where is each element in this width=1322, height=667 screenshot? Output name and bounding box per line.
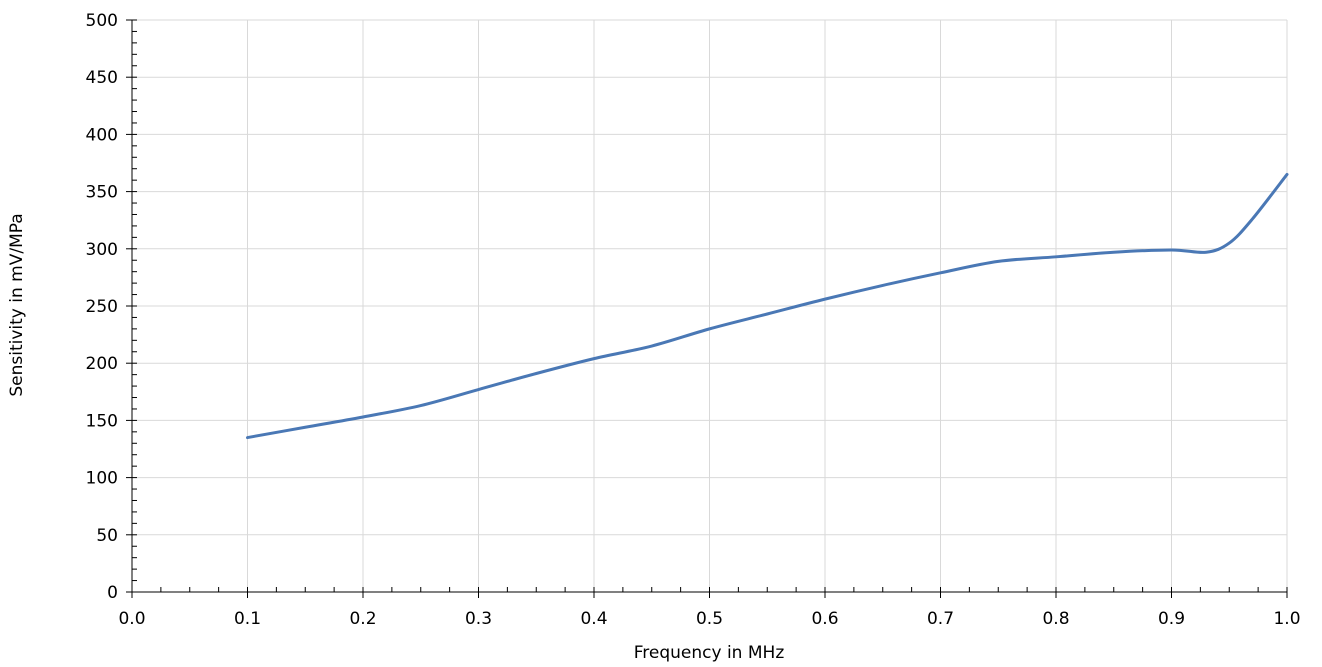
y-tick-label: 100 <box>86 469 118 489</box>
x-tick-label: 0.1 <box>234 609 261 629</box>
y-tick-labels: 0 50 100 150 200 250 300 350 400 450 500 <box>86 11 118 603</box>
series-layer <box>246 172 1289 440</box>
x-tick-label: 0.0 <box>118 609 145 629</box>
y-tick-label: 50 <box>96 526 118 546</box>
minor-ticks <box>131 19 1288 593</box>
y-tick-label: 200 <box>86 354 118 374</box>
x-tick-labels: 0.0 0.1 0.2 0.3 0.4 0.5 0.6 0.7 0.8 0.9 1.0 <box>118 609 1300 629</box>
x-tick-label: 0.5 <box>696 609 723 629</box>
x-tick-label: 0.6 <box>811 609 838 629</box>
y-tick-label: 0 <box>107 583 118 603</box>
x-tick-label: 0.4 <box>580 609 607 629</box>
y-axis-label: Sensitivity in mV/MPa <box>7 213 27 396</box>
x-tick-label: 0.7 <box>927 609 954 629</box>
y-tick-label: 150 <box>86 411 118 431</box>
y-tick-label: 350 <box>86 183 118 203</box>
y-tick-label: 400 <box>86 125 118 145</box>
y-tick-label: 300 <box>86 240 118 260</box>
series-line <box>246 172 1289 440</box>
x-tick-label: 1.0 <box>1273 609 1300 629</box>
y-tick-label: 250 <box>86 297 118 317</box>
grid-lines <box>132 19 1288 592</box>
y-tick-label: 500 <box>86 11 118 31</box>
x-axis-label: Frequency in MHz <box>634 643 785 663</box>
x-tick-label: 0.2 <box>349 609 376 629</box>
x-tick-label: 0.9 <box>1158 609 1185 629</box>
x-tick-label: 0.8 <box>1042 609 1069 629</box>
x-tick-label: 0.3 <box>465 609 492 629</box>
y-tick-label: 450 <box>86 68 118 88</box>
axes <box>126 19 1288 598</box>
